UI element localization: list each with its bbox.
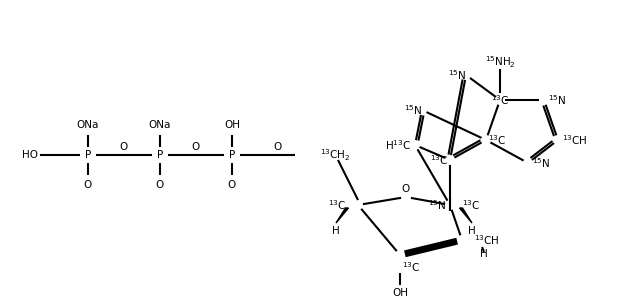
Text: O: O [402,184,410,194]
Text: HO: HO [22,150,38,160]
Text: P: P [229,150,235,160]
Text: H: H [468,226,476,236]
Text: $^{13}$C: $^{13}$C [491,93,509,107]
Text: ONa: ONa [149,120,171,130]
Text: O: O [228,180,236,190]
Polygon shape [336,208,349,223]
Polygon shape [460,208,472,223]
Text: P: P [157,150,163,160]
Text: $^{13}$C: $^{13}$C [488,133,506,147]
Text: OH: OH [224,120,240,130]
Text: O: O [156,180,164,190]
Text: OH: OH [392,288,408,298]
Text: P: P [85,150,91,160]
Text: $^{13}$C: $^{13}$C [429,153,448,167]
Text: $^{15}$N: $^{15}$N [428,198,446,212]
Text: O: O [192,142,200,152]
Text: $^{13}$C: $^{13}$C [462,198,481,212]
Text: $^{15}$NH$_2$: $^{15}$NH$_2$ [484,54,515,70]
Text: $^{15}$N: $^{15}$N [404,103,422,117]
Text: $^{13}$C: $^{13}$C [402,260,420,274]
Text: H: H [332,226,340,236]
Text: H$^{13}$C: H$^{13}$C [385,138,411,152]
Text: O: O [120,142,128,152]
Text: $^{13}$CH: $^{13}$CH [474,233,500,247]
Text: $^{13}$C: $^{13}$C [328,198,346,212]
Text: O: O [274,142,282,152]
Text: $^{15}$N: $^{15}$N [447,68,466,82]
Text: H: H [480,249,488,259]
Text: $^{15}$N: $^{15}$N [532,156,550,170]
Text: O: O [84,180,92,190]
Text: $^{15}$N: $^{15}$N [548,93,566,107]
Text: $^{13}$CH: $^{13}$CH [562,133,588,147]
Text: $^{13}$CH$_2$: $^{13}$CH$_2$ [320,147,351,163]
Text: ONa: ONa [77,120,99,130]
